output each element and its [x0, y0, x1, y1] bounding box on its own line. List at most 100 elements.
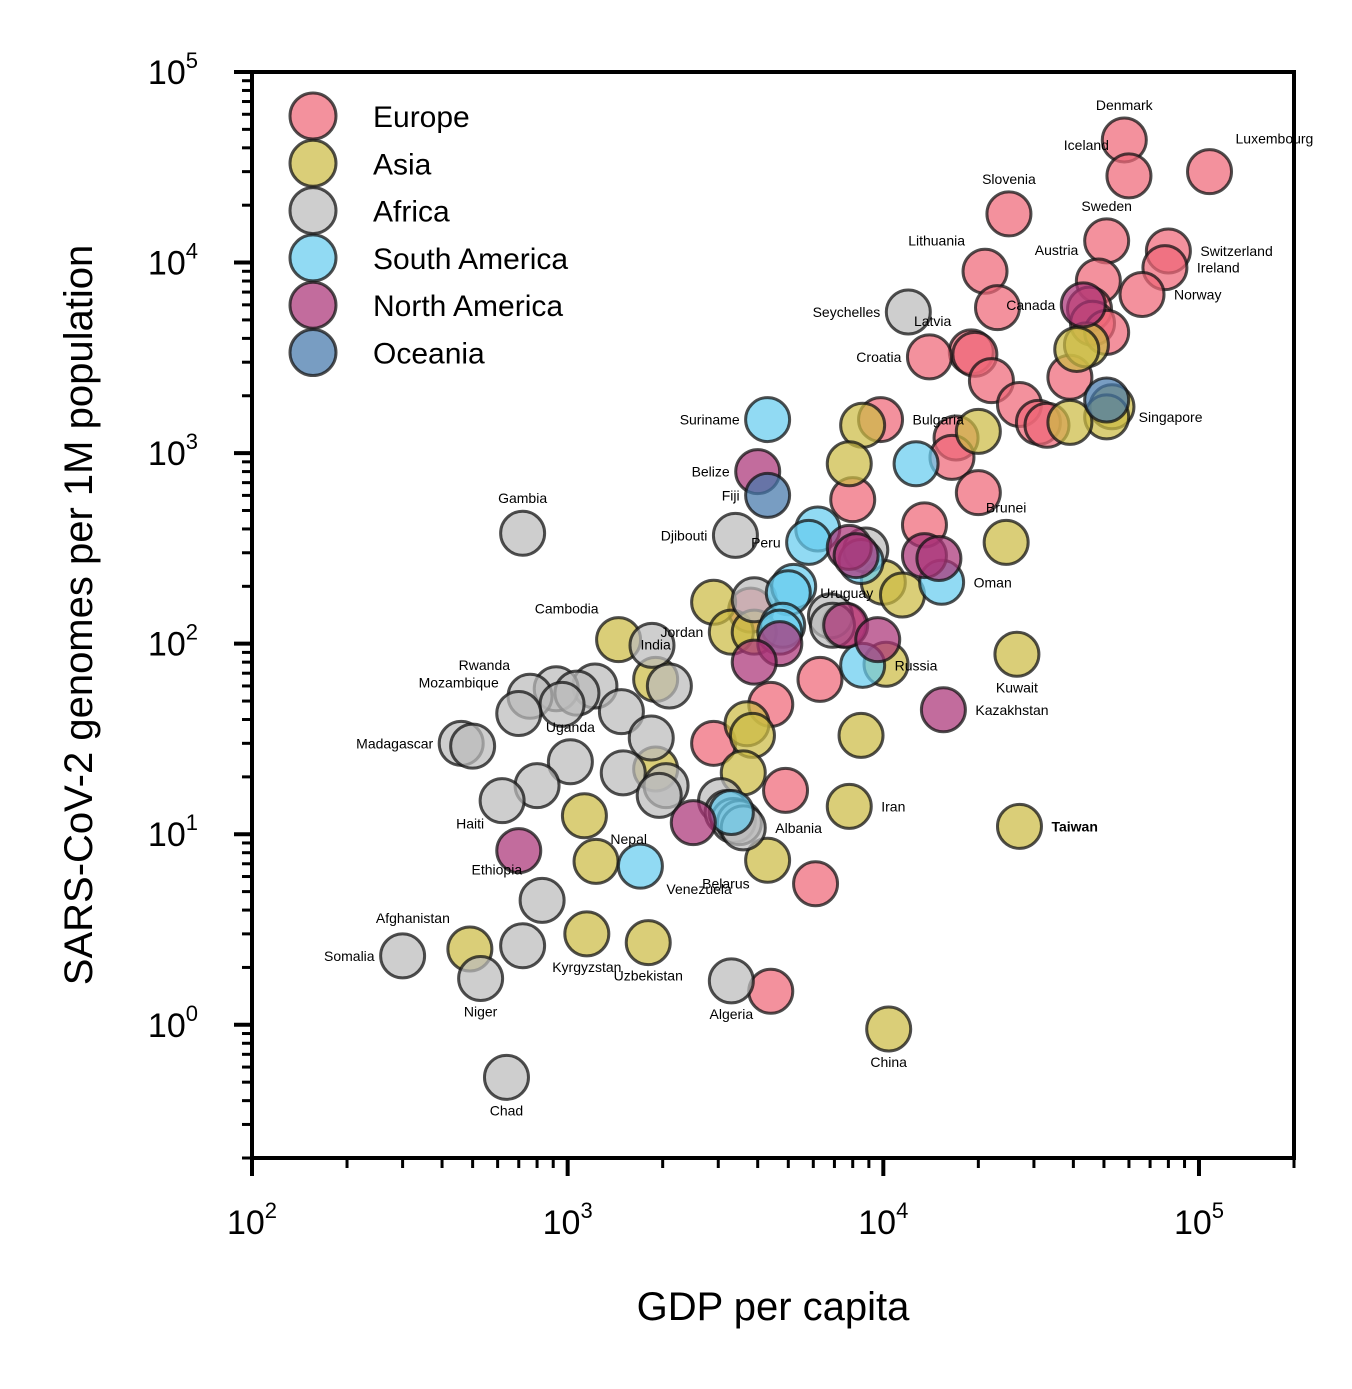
- point-label: Niger: [464, 1003, 498, 1019]
- data-point: [1053, 325, 1101, 373]
- data-point: [457, 954, 505, 1002]
- data-point: [628, 621, 676, 669]
- data-point: [478, 777, 526, 825]
- data-point: [1083, 217, 1131, 265]
- plot-frame: [250, 70, 1296, 1160]
- data-point: [837, 711, 885, 759]
- data-point: [744, 836, 792, 884]
- point-label: Madagascar: [356, 735, 433, 751]
- point-label: Afghanistan: [376, 910, 450, 926]
- data-point: [744, 471, 792, 519]
- point-label: Peru: [751, 534, 781, 550]
- y-axis-title: SARS-CoV-2 genomes per 1M population: [57, 245, 101, 985]
- data-point: [985, 190, 1033, 238]
- x-tick-label: 105: [1174, 1198, 1224, 1242]
- data-point: [1105, 152, 1153, 200]
- x-tick-label: 102: [227, 1198, 277, 1242]
- point-label: Oman: [974, 574, 1012, 590]
- point-label: China: [870, 1054, 907, 1070]
- data-point: [1083, 376, 1131, 424]
- point-label: Canada: [1006, 297, 1055, 313]
- data-point: [645, 662, 693, 710]
- legend: Europe Asia Africa South America North Ameri…: [288, 91, 568, 377]
- point-label: Switzerland: [1200, 243, 1272, 259]
- data-point: [832, 532, 880, 580]
- data-point: [854, 616, 902, 664]
- y-tick-label: 100: [148, 1001, 198, 1045]
- data-point: [597, 688, 645, 736]
- data-point: [499, 509, 547, 557]
- data-point: [892, 440, 940, 488]
- legend-label: Asia: [373, 148, 432, 181]
- legend-marker: [288, 186, 338, 236]
- x-tick-label: 104: [858, 1198, 908, 1242]
- point-label: India: [640, 636, 671, 652]
- data-point: [785, 518, 833, 566]
- point-label: Lithuania: [908, 232, 965, 248]
- data-point: [995, 802, 1043, 850]
- point-label: Norway: [1174, 286, 1221, 302]
- legend-label: Europe: [373, 101, 470, 134]
- data-point: [954, 407, 1002, 455]
- x-axis-title: GDP per capita: [637, 1285, 910, 1329]
- data-point: [499, 922, 547, 970]
- data-point: [982, 518, 1030, 566]
- point-label: Sweden: [1081, 198, 1132, 214]
- point-label: Uzbekistan: [614, 968, 683, 984]
- point-label: Cambodia: [535, 601, 599, 617]
- data-point: [915, 534, 963, 582]
- data-point: [495, 690, 543, 738]
- data-point: [546, 738, 594, 786]
- point-label: Luxembourg: [1236, 131, 1314, 147]
- point-label: Ethiopia: [472, 861, 523, 877]
- point-label: Uganda: [546, 719, 595, 735]
- point-label: Denmark: [1096, 97, 1154, 113]
- data-point: [954, 469, 1002, 517]
- legend-marker: [288, 138, 338, 188]
- point-label: Gambia: [498, 490, 547, 506]
- legend-marker: [288, 91, 338, 141]
- y-tick-label: 104: [148, 239, 198, 283]
- point-label: Croatia: [856, 349, 901, 365]
- point-label: Ireland: [1197, 260, 1240, 276]
- data-point: [796, 655, 844, 703]
- point-label: Austria: [1035, 242, 1079, 258]
- data-point: [560, 792, 608, 840]
- data-point: [495, 827, 543, 875]
- legend-label: South America: [373, 243, 568, 276]
- y-tick-label: 105: [148, 48, 198, 92]
- point-label: Seychelles: [813, 304, 881, 320]
- x-tick-label: 103: [543, 1198, 593, 1242]
- point-label: Albania: [775, 820, 822, 836]
- data-point: [905, 333, 953, 381]
- legend-label: Africa: [373, 196, 450, 229]
- data-point: [825, 782, 873, 830]
- point-label: Kuwait: [996, 679, 1038, 695]
- point-label: Iceland: [1064, 137, 1109, 153]
- point-label: Brunei: [986, 499, 1026, 515]
- point-label: Suriname: [680, 412, 740, 428]
- data-point: [563, 910, 611, 958]
- y-tick-label: 101: [148, 810, 198, 854]
- data-point: [825, 440, 873, 488]
- point-label: Uruguay: [820, 585, 873, 601]
- data-point: [482, 1053, 530, 1101]
- data-point: [707, 957, 755, 1005]
- point-label: Fiji: [722, 487, 740, 503]
- data-point: [711, 511, 759, 559]
- point-label: Chad: [490, 1102, 523, 1118]
- point-label: Slovenia: [982, 171, 1036, 187]
- point-label: Nepal: [610, 831, 647, 847]
- data-point: [449, 722, 497, 770]
- point-label: Djibouti: [661, 527, 708, 543]
- legend-label: Oceania: [373, 338, 485, 371]
- data-point: [865, 1005, 913, 1053]
- data-point: [1118, 270, 1166, 318]
- legend-marker: [288, 328, 338, 377]
- point-label: Venezuela: [666, 881, 732, 897]
- data-point: [919, 686, 967, 734]
- data-points: [379, 116, 1234, 1101]
- point-label: Belarus: [702, 875, 749, 891]
- data-point: [747, 967, 795, 1015]
- data-point: [518, 876, 566, 924]
